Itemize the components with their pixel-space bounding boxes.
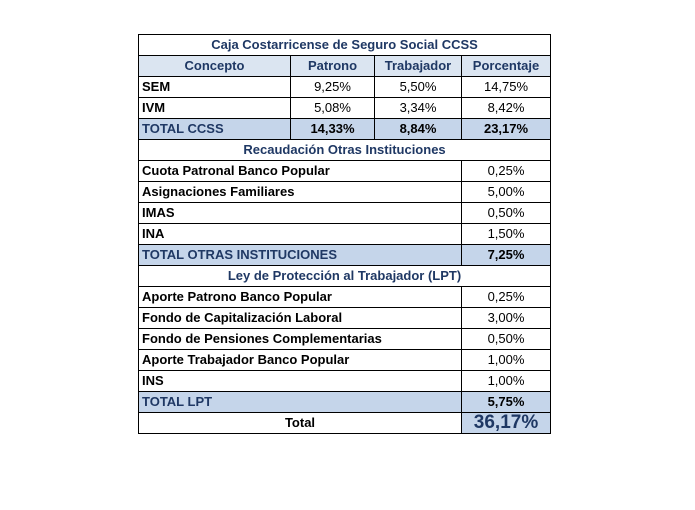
header-porcentaje: Porcentaje <box>460 55 552 77</box>
porcentaje-cell: 1,00% <box>460 349 552 371</box>
grand-total-row: Total 36,17% <box>138 412 552 434</box>
total-label: TOTAL LPT <box>138 391 462 413</box>
porcentaje-cell: 1,00% <box>460 370 552 392</box>
porcentaje-cell: 14,75% <box>460 76 552 98</box>
porcentaje-total: 7,25% <box>460 244 552 266</box>
total-otras-row: TOTAL OTRAS INSTITUCIONES 7,25% <box>138 244 552 266</box>
table-row: SEM 9,25% 5,50% 14,75% <box>138 76 552 98</box>
concepto-cell: SEM <box>138 76 291 98</box>
patrono-cell: 9,25% <box>290 76 375 98</box>
trabajador-cell: 5,50% <box>374 76 462 98</box>
table-row: INA 1,50% <box>138 223 552 245</box>
concepto-cell: Fondo de Pensiones Complementarias <box>138 328 462 350</box>
concepto-cell: Aporte Trabajador Banco Popular <box>138 349 462 371</box>
lpt-section-title: Ley de Protección al Trabajador (LPT) <box>137 265 552 287</box>
porcentaje-cell: 0,25% <box>460 160 552 182</box>
header-trabajador: Trabajador <box>374 55 462 77</box>
table-row: Fondo de Pensiones Complementarias 0,50% <box>138 328 552 350</box>
trabajador-total: 8,84% <box>374 118 462 140</box>
contributions-table: Caja Costarricense de Seguro Social CCSS… <box>137 34 552 434</box>
concepto-cell: INA <box>138 223 462 245</box>
table-title: Caja Costarricense de Seguro Social CCSS <box>137 34 552 56</box>
grand-total-value: 36,17% <box>460 412 552 434</box>
section-title-row: Ley de Protección al Trabajador (LPT) <box>137 265 552 287</box>
porcentaje-cell: 0,50% <box>460 328 552 350</box>
concepto-cell: IVM <box>138 97 291 119</box>
header-row: Concepto Patrono Trabajador Porcentaje <box>138 55 552 77</box>
title-row: Caja Costarricense de Seguro Social CCSS <box>137 34 552 56</box>
patrono-total: 14,33% <box>290 118 375 140</box>
table-row: Asignaciones Familiares 5,00% <box>138 181 552 203</box>
concepto-cell: IMAS <box>138 202 462 224</box>
total-lpt-row: TOTAL LPT 5,75% <box>138 391 552 413</box>
table-row: Fondo de Capitalización Laboral 3,00% <box>138 307 552 329</box>
table-row: Cuota Patronal Banco Popular 0,25% <box>138 160 552 182</box>
section-title-row: Recaudación Otras Instituciones <box>137 139 552 161</box>
trabajador-cell: 3,34% <box>374 97 462 119</box>
concepto-cell: Cuota Patronal Banco Popular <box>138 160 462 182</box>
table-row: IVM 5,08% 3,34% 8,42% <box>138 97 552 119</box>
concepto-cell: Fondo de Capitalización Laboral <box>138 307 462 329</box>
concepto-cell: INS <box>138 370 462 392</box>
porcentaje-cell: 1,50% <box>460 223 552 245</box>
concepto-cell: Aporte Patrono Banco Popular <box>138 286 462 308</box>
header-concepto: Concepto <box>138 55 291 77</box>
porcentaje-cell: 0,25% <box>460 286 552 308</box>
table-row: IMAS 0,50% <box>138 202 552 224</box>
header-patrono: Patrono <box>290 55 375 77</box>
grand-total-label: Total <box>138 412 462 434</box>
porcentaje-total: 5,75% <box>460 391 552 413</box>
porcentaje-cell: 3,00% <box>460 307 552 329</box>
total-label: TOTAL OTRAS INSTITUCIONES <box>138 244 462 266</box>
otras-section-title: Recaudación Otras Instituciones <box>137 139 552 161</box>
table-row: Aporte Patrono Banco Popular 0,25% <box>138 286 552 308</box>
porcentaje-cell: 8,42% <box>460 97 552 119</box>
porcentaje-cell: 0,50% <box>460 202 552 224</box>
porcentaje-total: 23,17% <box>460 118 552 140</box>
total-ccss-row: TOTAL CCSS 14,33% 8,84% 23,17% <box>138 118 552 140</box>
table-row: Aporte Trabajador Banco Popular 1,00% <box>138 349 552 371</box>
patrono-cell: 5,08% <box>290 97 375 119</box>
table-row: INS 1,00% <box>138 370 552 392</box>
porcentaje-cell: 5,00% <box>460 181 552 203</box>
total-label: TOTAL CCSS <box>138 118 291 140</box>
concepto-cell: Asignaciones Familiares <box>138 181 462 203</box>
